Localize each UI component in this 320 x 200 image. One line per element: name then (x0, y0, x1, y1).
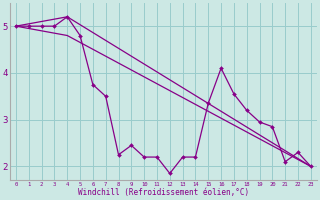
X-axis label: Windchill (Refroidissement éolien,°C): Windchill (Refroidissement éolien,°C) (78, 188, 249, 197)
